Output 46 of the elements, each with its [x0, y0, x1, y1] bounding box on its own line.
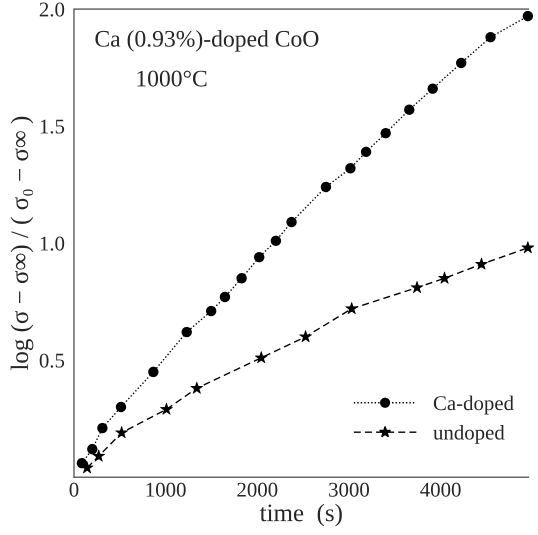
- y-tick-label: 0.5: [40, 354, 64, 368]
- point: [115, 426, 128, 438]
- x-tick-label: 2000: [237, 482, 278, 497]
- point: [428, 83, 438, 94]
- point: [116, 402, 126, 412]
- point: [485, 32, 496, 42]
- point: [182, 326, 192, 338]
- point: [236, 273, 247, 284]
- annotation: Ca (0.93%)-doped CoO: [95, 30, 318, 52]
- x-tick-label: 0: [70, 482, 78, 497]
- point: [522, 241, 534, 254]
- y-tick-label: 2.0: [40, 2, 64, 17]
- point: [380, 128, 391, 138]
- point: [320, 182, 332, 192]
- y-axis-title: log (σ − σ∞) / ( σ₀ − σ∞ ): [10, 116, 34, 370]
- point: [286, 216, 297, 228]
- legend-label: undoped: [433, 425, 504, 444]
- y-tick-label: 1.0: [40, 236, 64, 251]
- legend-label: Ca-doped: [434, 396, 514, 414]
- point: [345, 163, 356, 174]
- y-tick-label: 1.5: [40, 120, 64, 134]
- point: [475, 258, 488, 270]
- point: [360, 146, 372, 158]
- point: [220, 292, 230, 302]
- point: [97, 422, 108, 434]
- point: [522, 10, 534, 22]
- point: [254, 351, 268, 364]
- point: [87, 444, 98, 454]
- point: [148, 366, 159, 378]
- point: [345, 302, 358, 314]
- point: [299, 330, 312, 342]
- x-tick-label: 3000: [329, 482, 369, 497]
- point: [410, 281, 424, 294]
- annotation: 1000°C: [137, 70, 206, 87]
- point: [270, 236, 282, 246]
- point: [206, 306, 216, 316]
- point: [404, 104, 414, 115]
- x-tick-label: 4000: [420, 482, 461, 497]
- point: [160, 402, 173, 415]
- x-tick-label: 1000: [146, 482, 186, 497]
- point: [456, 58, 466, 68]
- point: [190, 382, 204, 394]
- point: [254, 252, 264, 262]
- point: [438, 272, 451, 284]
- x-axis-title: time (s): [260, 504, 342, 526]
- point: [92, 450, 106, 462]
